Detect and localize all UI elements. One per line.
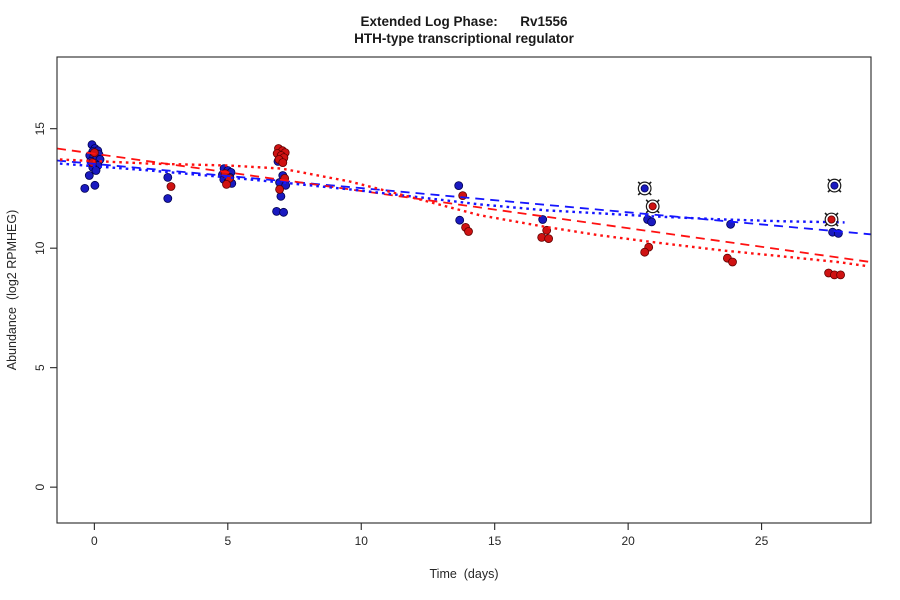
outline-corner-tick	[637, 191, 642, 196]
axes: 0 5 10 15 20 25 0 5 10 15	[33, 122, 769, 548]
outlined-point	[827, 178, 842, 193]
data-point-red	[222, 179, 231, 189]
outline-corner-tick	[835, 223, 839, 227]
data-point-red	[278, 158, 288, 168]
outline-corner-tick	[824, 223, 828, 227]
outline-corner-tick	[645, 209, 650, 214]
outlined-points	[637, 178, 842, 227]
outline-circle	[645, 199, 660, 214]
outline-corner-tick	[637, 181, 642, 185]
data-point-red	[836, 270, 845, 280]
fit-line-red-smooth-fit	[59, 158, 868, 268]
outline-corner-tick	[827, 189, 831, 193]
data-point-blue	[80, 183, 90, 193]
y-tick-label: 0	[33, 483, 47, 490]
data-point-blue	[538, 215, 548, 224]
data-point-blue	[279, 207, 289, 217]
x-tick-label: 20	[621, 534, 635, 548]
data-point-blue	[91, 166, 101, 175]
data-points	[80, 140, 845, 280]
outline-circle	[824, 212, 839, 227]
outline-corner-tick	[645, 199, 650, 203]
fit-lines	[56, 147, 871, 268]
data-point-red	[275, 184, 285, 194]
outlined-point	[824, 212, 839, 227]
outline-corner-tick	[648, 191, 652, 196]
outline-corner-tick	[824, 212, 828, 216]
data-point-red	[728, 257, 737, 267]
x-tick-label: 5	[224, 534, 231, 548]
data-point-blue	[163, 172, 173, 182]
data-point-blue	[455, 215, 465, 225]
data-point	[648, 202, 657, 211]
outline-corner-tick	[827, 178, 831, 183]
y-axis-label: Abundance (log2 RPMHEG)	[5, 210, 19, 371]
y-tick-label: 5	[33, 364, 47, 371]
x-tick-label: 10	[355, 534, 369, 548]
fit-line-blue-linear-fit	[56, 159, 871, 236]
outline-circle	[637, 181, 652, 196]
chart-subtitle: HTH-type transcriptional regulator	[354, 31, 575, 46]
x-tick-label: 0	[91, 534, 98, 548]
outlined-point	[645, 199, 660, 214]
data-point-blue	[647, 217, 656, 227]
y-tick-label: 10	[33, 241, 47, 255]
outline-circle	[827, 178, 842, 193]
data-point	[830, 181, 839, 190]
data-point-blue	[163, 194, 173, 203]
outline-corner-tick	[837, 178, 842, 183]
data-point-red	[640, 247, 650, 257]
outline-corner-tick	[837, 189, 842, 193]
outlined-point	[637, 181, 652, 196]
x-axis-label: Time (days)	[430, 567, 499, 581]
data-point-red	[544, 234, 553, 244]
data-point-blue	[84, 171, 94, 180]
outline-corner-tick	[656, 199, 660, 203]
y-tick-label: 15	[33, 122, 47, 136]
x-tick-label: 25	[755, 534, 769, 548]
data-point-blue	[454, 181, 464, 191]
outline-corner-tick	[835, 212, 839, 216]
chart-title: Extended Log Phase: Rv1556	[360, 14, 568, 29]
outline-corner-tick	[648, 181, 652, 185]
data-point	[640, 184, 649, 193]
x-tick-label: 15	[488, 534, 502, 548]
data-point	[827, 215, 836, 224]
data-point-blue	[90, 180, 100, 190]
plot-box	[56, 56, 872, 524]
data-point-red	[464, 227, 473, 236]
data-point-red	[166, 182, 176, 191]
fit-line-blue-smooth-fit	[59, 162, 845, 224]
outline-corner-tick	[656, 209, 660, 214]
fit-line-red-linear-fit	[56, 147, 871, 263]
